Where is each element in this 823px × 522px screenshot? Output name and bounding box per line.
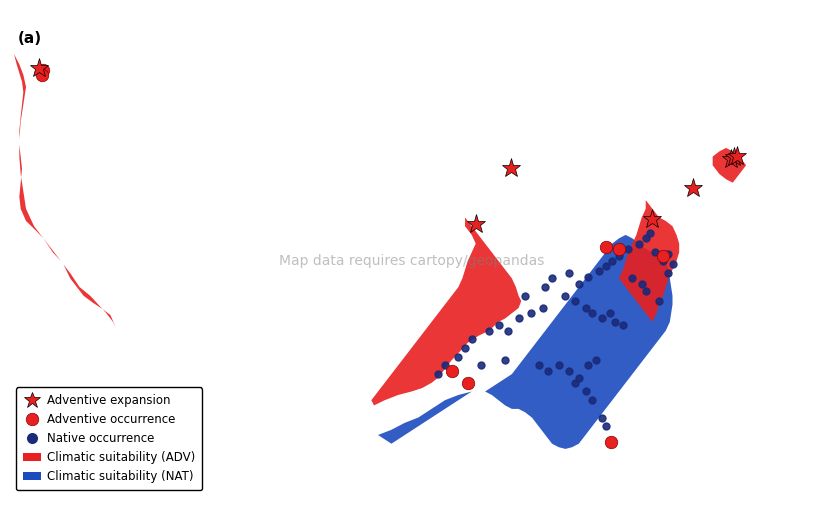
Polygon shape: [378, 235, 672, 449]
Legend: Adventive expansion, Adventive occurrence, Native occurrence, Climatic suitabili: Adventive expansion, Adventive occurrenc…: [16, 387, 202, 490]
Text: Map data requires cartopy/geopandas: Map data requires cartopy/geopandas: [279, 254, 544, 268]
Polygon shape: [371, 218, 521, 406]
Polygon shape: [14, 54, 116, 327]
Text: (a): (a): [18, 31, 42, 46]
Polygon shape: [713, 148, 746, 183]
Polygon shape: [619, 200, 679, 322]
